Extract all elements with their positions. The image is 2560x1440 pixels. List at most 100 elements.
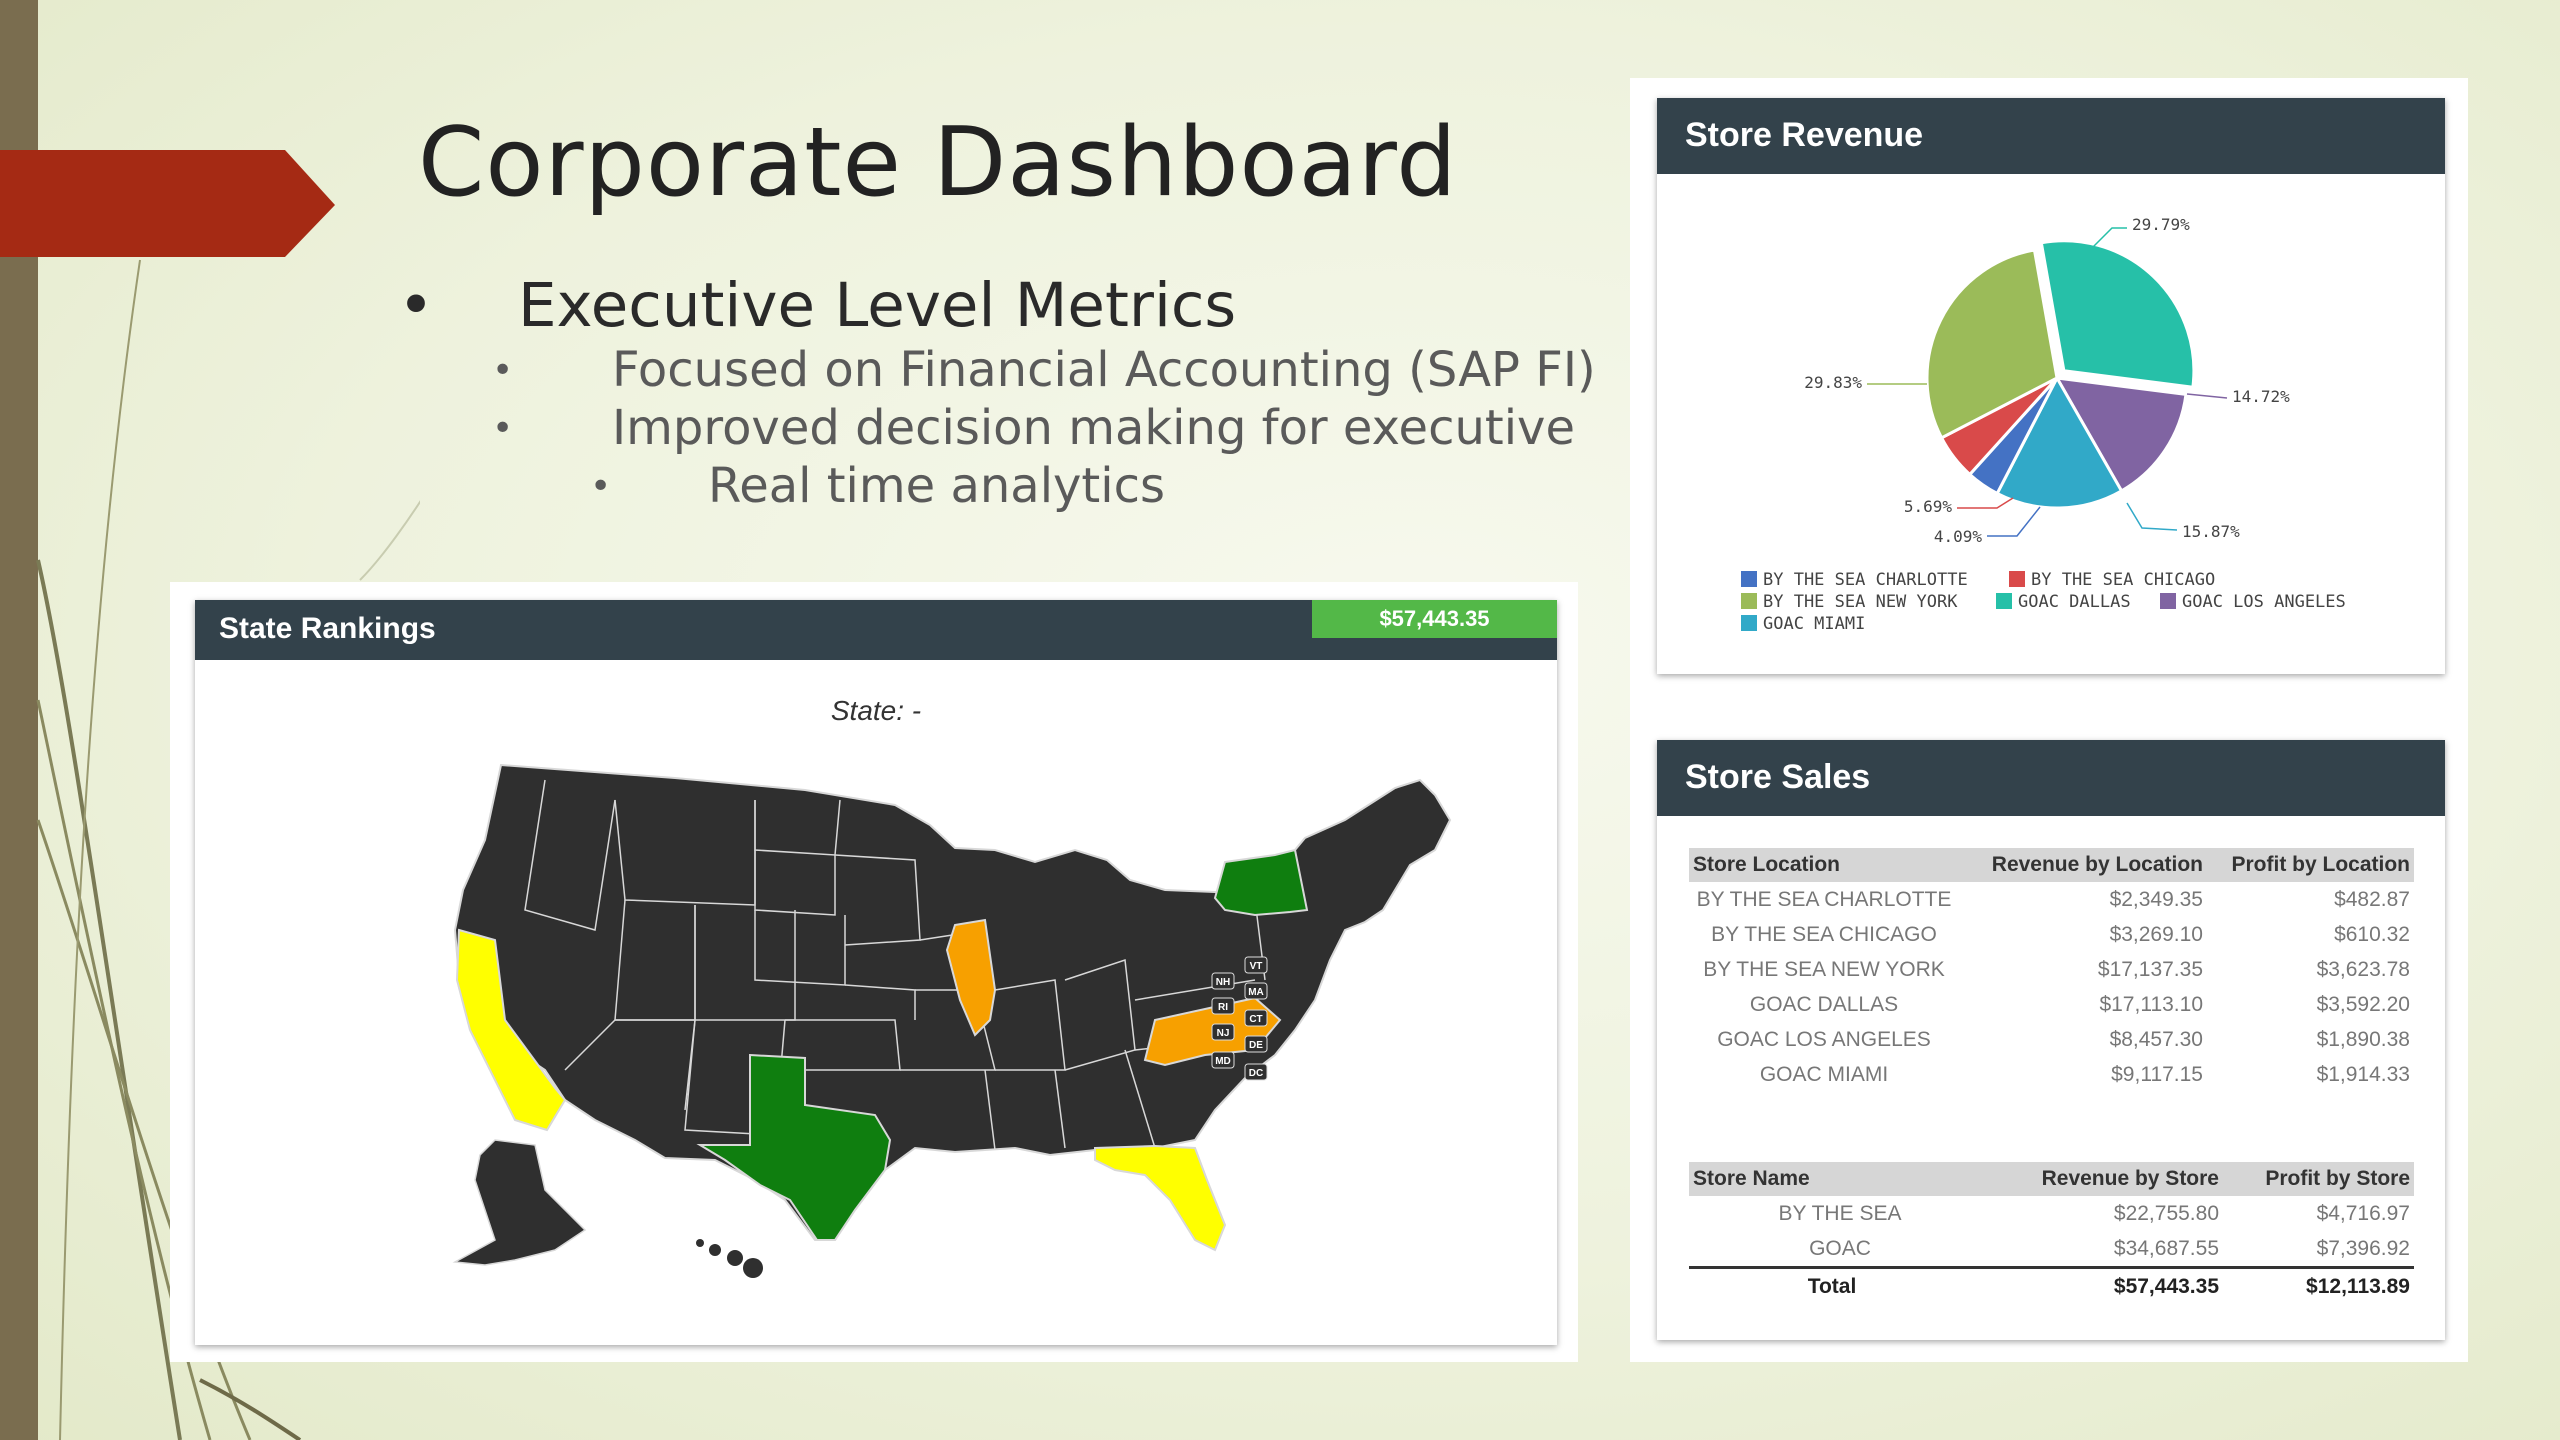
table-cell: BY THE SEA (1778, 1201, 1902, 1225)
state-illinois (945, 918, 997, 1037)
table-cell: $34,687.55 (2113, 1236, 2219, 1260)
state-borders (524, 779, 1266, 1151)
bullet-text: Real time analytics (708, 458, 1165, 514)
us-map[interactable]: VT NH MA RI CT NJ DE MD DC (195, 600, 1557, 1345)
pie-slice[interactable] (2039, 239, 2196, 389)
pie-label-leader (1957, 497, 2014, 509)
legend-swatch (1741, 571, 1757, 587)
table-cell: GOAC (1809, 1236, 1871, 1260)
total-row: Total $57,443.35 $12,113.89 (1689, 1266, 2414, 1304)
accent-arrow (0, 150, 335, 257)
table-row: BY THE SEA CHARLOTTE $2,349.35 $482.87 (1689, 882, 2414, 917)
state-tag-box[interactable] (1244, 956, 1268, 974)
table-row: GOAC LOS ANGELES $8,457.30 $1,890.38 (1689, 1022, 2414, 1057)
state-new-york (1213, 848, 1309, 917)
state-tag[interactable]: NH (1216, 977, 1230, 988)
pie-label-leader (2186, 393, 2228, 399)
legend-label: GOAC MIAMI (1763, 614, 1866, 634)
legend-item[interactable]: BY THE SEA CHICAGO (2009, 570, 2215, 590)
legend-label: BY THE SEA CHICAGO (2031, 570, 2216, 590)
state-tag[interactable]: DC (1249, 1068, 1263, 1079)
bullet-marker: • (398, 270, 434, 341)
state-tag[interactable]: CT (1249, 1014, 1262, 1025)
table-cell: $1,914.33 (2316, 1062, 2410, 1086)
legend-label: BY THE SEA NEW YORK (1763, 592, 1958, 612)
store-revenue-header: Store Revenue (1657, 98, 2445, 174)
table-cell: $3,592.20 (2316, 992, 2410, 1016)
table-cell: GOAC DALLAS (1749, 992, 1899, 1016)
revenue-pie-chart: 29.79% 14.72% 15.87% 4.09% 5.69% 29.83% (1804, 215, 2290, 546)
table-row: BY THE SEA $22,755.80 $4,716.97 (1689, 1196, 2414, 1231)
pie-slice[interactable] (1925, 248, 2059, 440)
card-title: State Rankings (219, 612, 436, 645)
table-cell: $17,113.10 (2099, 992, 2203, 1016)
legend-item[interactable]: GOAC DALLAS (1996, 592, 2131, 612)
legend-swatch (1996, 593, 2012, 609)
state-florida (1094, 1144, 1227, 1252)
state-tag-box[interactable] (1211, 1051, 1235, 1069)
state-texas (696, 1053, 892, 1241)
state-alaska (452, 1139, 587, 1266)
pie-data-label: 15.87% (2182, 522, 2240, 541)
table-cell: $610.32 (2334, 922, 2410, 946)
pie-data-label: 5.69% (1904, 497, 1953, 516)
state-tag[interactable]: VT (1250, 961, 1263, 972)
state-tag[interactable]: MA (1248, 987, 1264, 998)
state-tag-box[interactable] (1211, 972, 1235, 990)
state-tag-box[interactable] (1244, 1063, 1268, 1081)
map-mainland (453, 763, 1452, 1241)
table-row: GOAC $34,687.55 $7,396.92 (1689, 1231, 2414, 1268)
state-tag-box[interactable] (1244, 982, 1268, 1000)
table-cell: $482.87 (2334, 887, 2410, 911)
pie-slice[interactable] (2054, 376, 2188, 493)
column-header: Store Name (1689, 1162, 1975, 1196)
state-tag[interactable]: DE (1249, 1040, 1263, 1051)
location-sales-table: Store Location Revenue by Location Profi… (1689, 848, 2414, 1092)
bullet-marker: • (492, 350, 514, 391)
table-cell: GOAC LOS ANGELES (1717, 1027, 1931, 1051)
column-header: Profit by Location (2207, 848, 2414, 882)
column-header: Revenue by Store (1975, 1162, 2223, 1196)
legend-item[interactable]: BY THE SEA NEW YORK (1741, 592, 1957, 612)
table-cell: $8,457.30 (2109, 1027, 2203, 1051)
table-cell: $3,269.10 (2109, 922, 2203, 946)
decorative-curves (36, 259, 420, 1440)
pie-label-leader (1987, 506, 2041, 537)
table-row: BY THE SEA CHICAGO $3,269.10 $610.32 (1689, 917, 2414, 952)
legend-swatch (1741, 615, 1757, 631)
state-tag-box[interactable] (1211, 997, 1235, 1015)
state-tag-box[interactable] (1211, 1023, 1235, 1041)
store-sales-card: Store Sales Store Location Revenue by Lo… (1657, 740, 2445, 1340)
total-cell: $12,113.89 (2223, 1266, 2414, 1304)
table-cell: $22,755.80 (2113, 1201, 2219, 1225)
state-california (455, 928, 567, 1132)
state-tag[interactable]: RI (1218, 1002, 1228, 1013)
legend-item[interactable]: GOAC MIAMI (1741, 614, 1865, 634)
legend-item[interactable]: BY THE SEA CHARLOTTE (1741, 570, 1968, 590)
total-badge: $57,443.35 (1312, 600, 1557, 638)
table-row: GOAC DALLAS $17,113.10 $3,592.20 (1689, 987, 2414, 1022)
table-row: BY THE SEA NEW YORK $17,137.35 $3,623.78 (1689, 952, 2414, 987)
bullet-text: Executive Level Metrics (518, 270, 1237, 341)
table-cell: $4,716.97 (2316, 1201, 2410, 1225)
card-title: Store Sales (1685, 758, 1871, 796)
table-cell: BY THE SEA CHARLOTTE (1696, 887, 1952, 911)
pie-slice[interactable] (1995, 374, 2124, 510)
legend-swatch (1741, 593, 1757, 609)
table-cell: $1,890.38 (2316, 1027, 2410, 1051)
legend-swatch (2160, 593, 2176, 609)
state-tag[interactable]: NJ (1217, 1028, 1230, 1039)
table-cell: BY THE SEA CHICAGO (1711, 922, 1937, 946)
state-tag-box[interactable] (1244, 1009, 1268, 1027)
bullet-marker: • (590, 466, 612, 507)
state-label: State: - (830, 695, 922, 726)
small-state-tags: VT NH MA RI CT NJ DE MD DC (1211, 956, 1268, 1081)
bullet-text: Improved decision making for executive (612, 400, 1575, 456)
state-tag-box[interactable] (1244, 1035, 1268, 1053)
legend-item[interactable]: GOAC LOS ANGELES (2160, 592, 2346, 612)
table-cell: GOAC MIAMI (1759, 1062, 1889, 1086)
state-rankings-card: State Rankings $57,443.35 State: - (195, 600, 1557, 1345)
legend-swatch (2009, 571, 2025, 587)
table-cell: $7,396.92 (2316, 1236, 2410, 1260)
state-tag[interactable]: MD (1215, 1056, 1231, 1067)
